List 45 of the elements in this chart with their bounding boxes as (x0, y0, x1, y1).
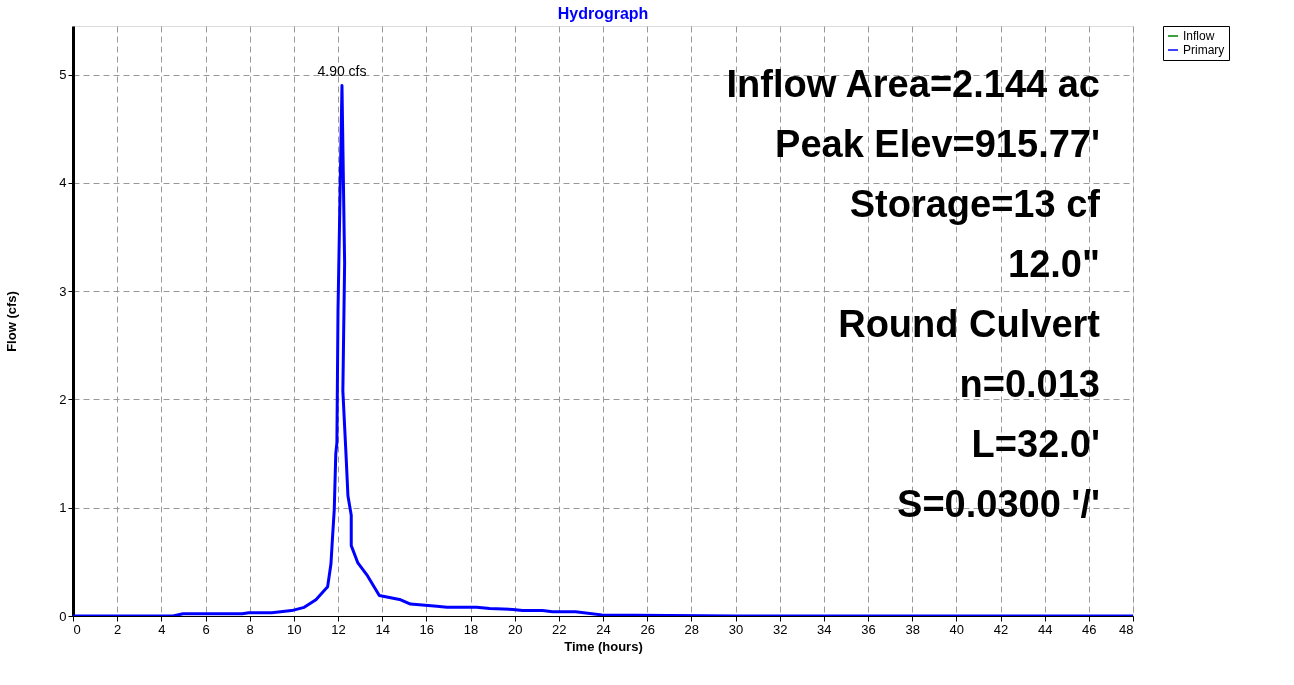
x-tick-label: 40 (949, 621, 965, 637)
legend-label: Primary (1183, 43, 1225, 57)
annotation: 12.0" (1008, 243, 1100, 285)
x-tick-label: 2 (114, 621, 122, 637)
y-tick-label: 5 (59, 67, 67, 83)
x-tick-label: 12 (331, 621, 346, 637)
x-axis-title: Time (hours) (564, 638, 643, 654)
x-tick-label: 14 (375, 621, 390, 637)
x-tick-label: 28 (684, 621, 700, 637)
x-tick-label: 8 (246, 621, 254, 637)
annotation: S=0.0300 '/' (897, 483, 1100, 525)
x-tick-label: 44 (1037, 621, 1053, 637)
x-tick-label: 38 (905, 621, 920, 637)
y-axis-title: Flow (cfs) (4, 291, 20, 352)
x-tick-label: 16 (419, 621, 435, 637)
x-tick-label: 4 (158, 621, 166, 637)
annotation: 4.90 cfs (317, 62, 367, 79)
x-tick-label: 46 (1082, 621, 1097, 637)
annotation: Round Culvert (838, 303, 1101, 345)
x-tick-label: 32 (772, 621, 788, 637)
x-tick-label: 42 (993, 621, 1009, 637)
x-tick-label: 0 (73, 621, 81, 637)
x-tick-label: 34 (817, 621, 832, 637)
annotation: n=0.013 (959, 363, 1100, 405)
x-tick-label: 6 (202, 621, 210, 637)
y-tick-label: 1 (59, 500, 67, 516)
y-tick-label: 4 (59, 175, 67, 191)
x-tick-label: 22 (552, 621, 567, 637)
legend-label: Inflow (1183, 29, 1215, 43)
x-tick-label: 20 (507, 621, 523, 637)
annotation: Peak Elev=915.77' (775, 123, 1100, 165)
chart-title: Hydrograph (557, 4, 649, 22)
x-tick-label: 48 (1119, 621, 1134, 637)
y-tick-label: 2 (59, 391, 67, 407)
annotation: Storage=13 cf (849, 183, 1101, 225)
x-tick-label: 10 (287, 621, 302, 637)
x-tick-label: 18 (463, 621, 479, 637)
x-tick-label: 24 (596, 621, 611, 637)
y-tick-label: 0 (59, 608, 67, 624)
y-tick-label: 3 (59, 283, 67, 299)
x-tick-label: 36 (861, 621, 876, 637)
annotation: Inflow Area=2.144 ac (726, 63, 1100, 105)
x-tick-label: 26 (640, 621, 655, 637)
x-tick-label: 30 (728, 621, 744, 637)
annotation: L=32.0' (971, 423, 1100, 465)
